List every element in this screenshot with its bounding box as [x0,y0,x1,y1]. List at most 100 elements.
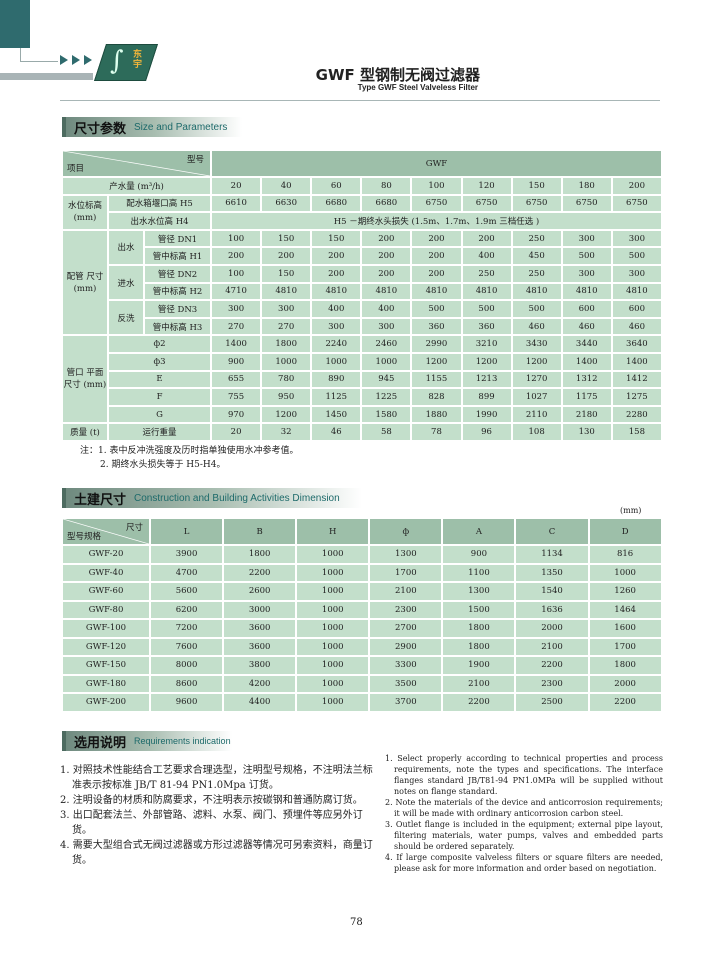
table-row: 水位标高 (mm) 配水箱堰口高 H5 6610 6630 6680 6680 6750 67… [61,193,663,231]
section-header-requirements: 选用说明 Requirements indication [62,731,232,751]
section-title-zh: 土建尺寸 [74,492,127,508]
table-cell: 200 [410,263,463,284]
table-cell: 1200 [460,351,513,372]
table-cell: 200 [460,228,513,249]
table-cell: 水位标高 (mm) [61,193,109,231]
table-row: F 755 950 1125 1225 828 899 1027 1175 1275 [62,387,663,407]
table-cell: 1900 [441,655,517,676]
model-header: GWF [210,149,663,178]
table-cell: 200 [360,228,413,249]
table-cell: 6200 [148,599,225,620]
table-row: 产水量 (m³/h) 20 40 60 80 100 120 150 180 200 [60,176,663,196]
table-row: GWF-150 8000 3800 1000 3300 1900 2200 1800 [61,655,663,676]
table-cell: 270 [260,316,313,337]
table-cell: 配管 尺寸 (mm) [61,228,109,337]
table-cell: 2000 [587,673,663,694]
table-cell: 1213 [460,369,513,390]
table-cell: 1270 [510,369,563,390]
table-cell: 1125 [310,387,363,407]
table-cell: 4810 [510,281,563,302]
table-cell: 655 [210,369,263,390]
diagonal-line [66,152,207,175]
table-cell: 8000 [148,655,225,676]
table-cell: 400 [310,299,363,319]
table-cell: 1450 [310,404,363,425]
table-row: 管中标高 H1 200 200 200 200 200 400 450 500 500 [62,246,663,266]
table-cell: 1260 [587,581,663,602]
table-cell: 1400 [560,351,613,372]
table-cell: 1350 [514,562,590,583]
table-row: 配管 尺寸 (mm) 出水 管径 DN1 100 150 150 200 200 200 250 3… [61,228,663,337]
table-cell: GWF-150 [61,655,151,676]
table-cell: 1200 [260,404,313,425]
table-cell: 200 [360,246,413,266]
table-row: GWF-180 8600 4200 1000 3500 2100 2300 2000 [61,673,663,694]
table-cell: 150 [260,228,313,249]
requirement-item: 1. 对照技术性能结合工艺要求合理选型，注明型号规格，不注明法兰标准表示按标准 … [60,765,373,791]
table-cell: 1000 [360,351,413,372]
table-cell: 300 [560,228,613,249]
table-row: GWF-120 7600 3600 1000 2900 1800 2100 1700 [61,636,663,657]
arrow-icon [60,55,68,65]
table-cell: 828 [410,387,463,407]
table-cell: 1000 [295,636,371,657]
table-cell: 1155 [410,369,463,390]
table-cell: 6680 [310,193,363,214]
table-row: 管口 平面 尺寸 (mm) ф2 1400 1800 2240 2460 2990 3210 3… [61,334,663,425]
table-cell: 600 [560,299,613,319]
table-cell: GWF-200 [61,692,151,713]
table-cell: 78 [410,422,463,442]
table-cell: 1800 [441,618,517,639]
table-cell: 200 [360,263,413,284]
table-cell: 300 [610,263,663,284]
table-cell: 7200 [148,618,225,639]
corner-label-bottom: 项目 [67,164,85,174]
table-cell: 3300 [368,655,444,676]
table-cell: 2100 [441,673,517,694]
table-cell: 4700 [148,562,225,583]
table-cell: 1400 [210,334,263,354]
table-cell: 1134 [514,544,590,565]
table-cell: 1400 [610,351,663,372]
table-cell: 4810 [360,281,413,302]
table-cell: 1000 [295,599,371,620]
table-cell: 1175 [560,387,613,407]
table-cell: 270 [210,316,263,337]
table-cell: 1275 [610,387,663,407]
table-cell: 360 [410,316,463,337]
table-cell: 4810 [560,281,613,302]
table-cell: 1636 [514,599,590,620]
table-cell: 500 [460,299,513,319]
table-cell: G [106,404,213,425]
table-cell: 6680 [360,193,413,214]
table-cell: 6750 [410,193,463,214]
table-cell: 2990 [410,334,463,354]
corner-label-top: 型号 [187,155,205,165]
table-cell: 管中标高 H2 [142,281,213,302]
table-cell: 2200 [587,692,663,713]
corner-label-top: 尺寸 [125,523,143,533]
table-cell: 1000 [295,581,371,602]
table-cell: 500 [560,246,613,266]
table-cell: 130 [560,422,613,442]
table-cell: 500 [410,299,463,319]
section-title-zh: 选用说明 [74,735,127,751]
table-cell: 6750 [560,193,613,214]
requirements-en: 1. Select properly according to technica… [385,753,663,874]
table-cell: 32 [260,422,313,442]
table-cell: GWF-100 [61,618,151,639]
table-cell: 1000 [295,692,371,713]
table-cell: 200 [260,246,313,266]
table-cell: 反洗 [107,299,145,337]
table-cell: 质量 (t) [61,422,109,442]
table-row: GWF-80 6200 3000 1000 2300 1500 1636 1464 [61,599,663,620]
table-cell: 300 [560,263,613,284]
table-cell: 1000 [295,655,371,676]
table-cell: 2280 [610,404,663,425]
column-header: L [148,517,225,546]
table-cell: 3640 [610,334,663,354]
table-row: GWF-40 4700 2200 1000 1700 1100 1350 1000 [61,562,663,583]
table-cell: 100 [410,176,463,196]
table-cell: 200 [410,228,463,249]
table-cell: 3800 [222,655,298,676]
